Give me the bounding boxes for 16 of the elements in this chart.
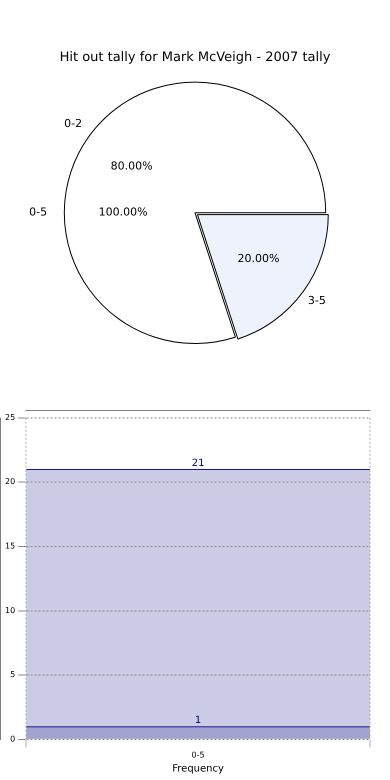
chart-title: Hit out tally for Mark McVeigh - 2007 tally xyxy=(60,50,331,66)
x-axis-title: Frequency xyxy=(172,764,224,775)
y-tick-label: 5 xyxy=(10,670,16,680)
slice-label: 3-5 xyxy=(308,294,326,308)
slice-label: 0-2 xyxy=(64,117,82,130)
data-label: 20.00% xyxy=(237,252,280,265)
y-tick-label: 25 xyxy=(4,412,16,422)
y-tick-label: 20 xyxy=(4,477,16,486)
total-label: 21 xyxy=(192,458,204,469)
y-tick-label: 0 xyxy=(10,734,16,744)
data-label: 80.00% xyxy=(110,160,153,173)
text: 0-5 xyxy=(29,206,48,219)
y-tick-label: 10 xyxy=(4,606,16,615)
y-tick-label: 15 xyxy=(4,542,16,551)
text: 100.00% xyxy=(98,206,148,219)
data-label: 1 xyxy=(194,715,202,726)
